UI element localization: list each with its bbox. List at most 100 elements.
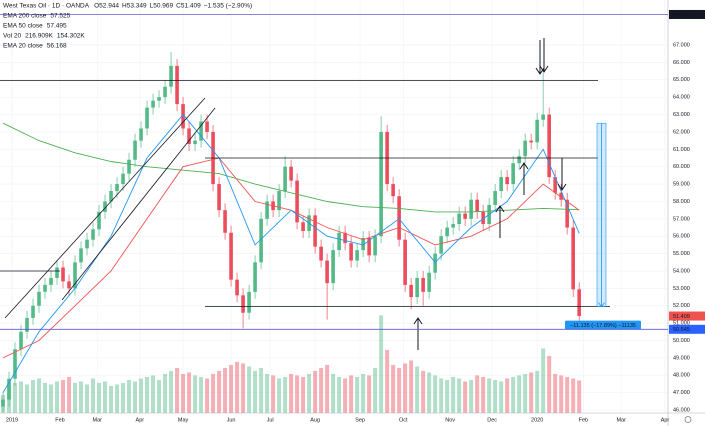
candle-body xyxy=(439,236,443,254)
measure-arrow xyxy=(598,123,605,308)
volume-bar xyxy=(373,367,378,413)
candle-body xyxy=(355,250,359,261)
volume-bar xyxy=(493,379,498,413)
volume-bar xyxy=(355,376,360,413)
settings-icon[interactable] xyxy=(684,416,692,423)
volume-bar xyxy=(385,349,390,413)
y-tick-label: 53.000 xyxy=(673,286,690,292)
volume-bar xyxy=(481,376,486,413)
y-tick-label: 58.000 xyxy=(673,199,690,205)
y-tick-label: 65.000 xyxy=(673,77,690,83)
volume-bar xyxy=(433,375,438,413)
candle-body xyxy=(553,177,557,193)
volume-bar xyxy=(559,375,564,413)
x-tick-label: Oct xyxy=(399,417,408,423)
candle-body xyxy=(313,215,317,247)
legend: West Texas Oil · 1D · OANDA O 52.944 H 53.34… xyxy=(3,3,252,50)
legend-value: 56.168 xyxy=(47,43,67,50)
volume-bar xyxy=(487,378,492,413)
candle-body xyxy=(445,227,449,237)
candle-body xyxy=(217,184,221,211)
x-tick-label: May xyxy=(178,417,189,423)
price-marker-bg xyxy=(669,9,705,19)
candle-body xyxy=(577,289,581,317)
x-tick-label: 2019 xyxy=(6,417,18,423)
candle-body xyxy=(415,277,419,298)
volume-bar xyxy=(535,370,540,413)
x-tick-label: Nov xyxy=(445,417,455,423)
candle-body xyxy=(187,128,191,145)
candle-body xyxy=(73,262,77,289)
volume-bar xyxy=(139,378,144,413)
y-tick-label: 51.000 xyxy=(673,321,690,327)
volume-bar xyxy=(361,373,366,413)
candle-body xyxy=(535,119,539,143)
candle-body xyxy=(43,284,47,292)
volume-pane xyxy=(1,315,582,413)
legend-value: 154.302K xyxy=(57,33,85,40)
volume-bar xyxy=(289,373,294,413)
candle-body xyxy=(127,159,131,174)
candle-body xyxy=(91,229,95,240)
volume-bar xyxy=(115,384,120,413)
volume-bar xyxy=(55,381,60,413)
y-tick-label: 57.000 xyxy=(673,216,690,222)
volume-bar xyxy=(283,376,288,413)
candle-body xyxy=(349,243,353,261)
volume-bar xyxy=(397,367,402,413)
volume-bar xyxy=(13,382,18,413)
volume-bar xyxy=(367,375,372,413)
candle-body xyxy=(31,305,35,318)
volume-bar xyxy=(277,378,282,413)
candle-body xyxy=(469,199,473,219)
volume-bar xyxy=(97,382,102,413)
candle-body xyxy=(367,237,371,256)
volume-bar xyxy=(319,367,324,413)
volume-bar xyxy=(565,376,570,413)
volume-bar xyxy=(247,366,252,413)
volume-bar xyxy=(325,364,330,413)
candle-body xyxy=(319,246,323,261)
candle-body xyxy=(451,224,455,228)
measure-label: −11.135 (−17.89%) −11135 xyxy=(570,323,636,329)
volume-bar xyxy=(109,385,114,413)
volume-bar xyxy=(421,370,426,413)
candle-body xyxy=(571,227,575,290)
price-markers: 68.757 51.409 50.645 xyxy=(0,9,705,334)
candle-body xyxy=(517,156,521,164)
volume-bar xyxy=(445,379,450,413)
candle-body xyxy=(115,184,119,192)
volume-bar xyxy=(379,315,384,413)
volume-bar xyxy=(517,375,522,413)
volume-bar xyxy=(295,375,300,413)
volume-bar xyxy=(175,367,180,413)
volume-bar xyxy=(259,367,264,413)
volume-bar xyxy=(343,378,348,413)
y-tick-label: 61.000 xyxy=(673,147,690,153)
candle-body xyxy=(235,279,239,296)
candle-body xyxy=(559,192,563,200)
volume-bar xyxy=(331,373,336,413)
x-tick-label: Sep xyxy=(355,417,365,423)
volume-bar xyxy=(25,384,30,413)
volume-bar xyxy=(157,379,162,413)
volume-bar xyxy=(349,375,354,413)
volume-bar xyxy=(403,363,408,413)
ohlc-value: 52.944 xyxy=(99,3,119,10)
x-tick-label: Apr xyxy=(136,417,145,423)
volume-bar xyxy=(31,379,36,413)
candle-body xyxy=(283,166,287,192)
ohlc-label: C xyxy=(176,3,181,10)
price-marker-label: 68.757 xyxy=(673,12,690,18)
drawings xyxy=(0,38,610,350)
candle-body xyxy=(493,191,497,205)
measure: −11.135 (−17.89%) −11135 xyxy=(565,122,641,330)
volume-bar xyxy=(37,378,42,413)
volume-bar xyxy=(271,375,276,413)
legend-name: EMA 50 close xyxy=(3,23,43,30)
arrow-up xyxy=(519,162,529,195)
y-tick-label: 64.000 xyxy=(673,95,690,101)
volume-bar xyxy=(391,364,396,413)
y-tick-label: 47.000 xyxy=(673,390,690,396)
